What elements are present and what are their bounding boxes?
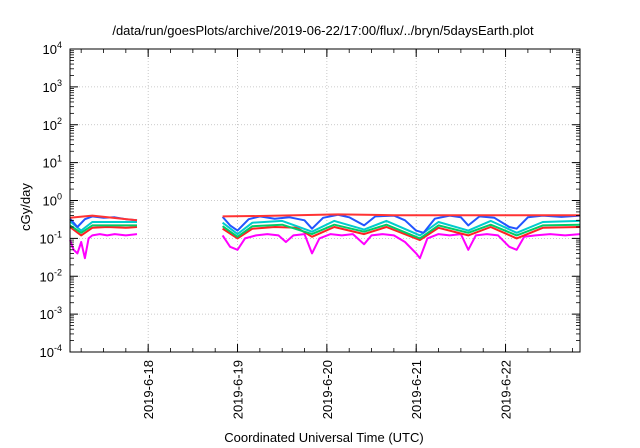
y-tick-label: 10-1 xyxy=(40,229,62,246)
y-tick-base: 10 xyxy=(43,42,57,57)
y-tick-label: 102 xyxy=(43,116,62,133)
x-axis-label: Coordinated Universal Time (UTC) xyxy=(224,430,423,445)
y-tick-base: 10 xyxy=(43,80,57,95)
y-tick-label: 101 xyxy=(43,154,62,171)
x-tick-label: 2019-6-22 xyxy=(499,360,514,419)
series-line xyxy=(69,213,580,222)
y-tick-label: 10-4 xyxy=(40,343,62,360)
y-axis-label: cGy/day xyxy=(18,183,33,231)
y-tick-base: 10 xyxy=(40,345,54,360)
y-tick-base: 10 xyxy=(43,156,57,171)
y-tick-exponent: -4 xyxy=(54,343,62,353)
chart-title: /data/run/goesPlots/archive/2019-06-22/1… xyxy=(112,23,534,38)
y-tick-exponent: 3 xyxy=(57,78,62,88)
y-tick-exponent: 4 xyxy=(57,40,62,50)
y-tick-exponent: -3 xyxy=(54,305,62,315)
x-tick-label: 2019-6-18 xyxy=(141,360,156,419)
y-tick-label: 10-2 xyxy=(40,267,62,284)
x-axis: 2019-6-18 2019-6-19 2019-6-20 2019-6-21 2019… xyxy=(80,49,573,419)
data-series xyxy=(69,213,581,260)
series-line xyxy=(69,226,581,242)
y-tick-label: 104 xyxy=(43,40,62,57)
y-tick-base: 10 xyxy=(43,194,57,209)
x-tick-label: 2019-6-21 xyxy=(409,360,424,419)
y-tick-label: 10-3 xyxy=(40,305,62,322)
series-line xyxy=(69,223,581,240)
y-tick-exponent: -1 xyxy=(54,229,62,239)
y-tick-label: 103 xyxy=(43,78,62,95)
y-tick-exponent: 0 xyxy=(57,192,62,202)
y-tick-label: 100 xyxy=(43,192,62,209)
y-tick-exponent: -2 xyxy=(54,267,62,277)
y-tick-base: 10 xyxy=(40,231,54,246)
series-line xyxy=(69,233,581,260)
y-tick-base: 10 xyxy=(40,307,54,322)
grid-lines xyxy=(70,49,580,352)
y-tick-base: 10 xyxy=(43,118,57,133)
x-tick-label: 2019-6-20 xyxy=(320,360,335,419)
x-tick-label: 2019-6-19 xyxy=(231,360,246,419)
y-tick-exponent: 2 xyxy=(57,116,62,126)
y-tick-base: 10 xyxy=(40,269,54,284)
y-tick-exponent: 1 xyxy=(57,154,62,164)
